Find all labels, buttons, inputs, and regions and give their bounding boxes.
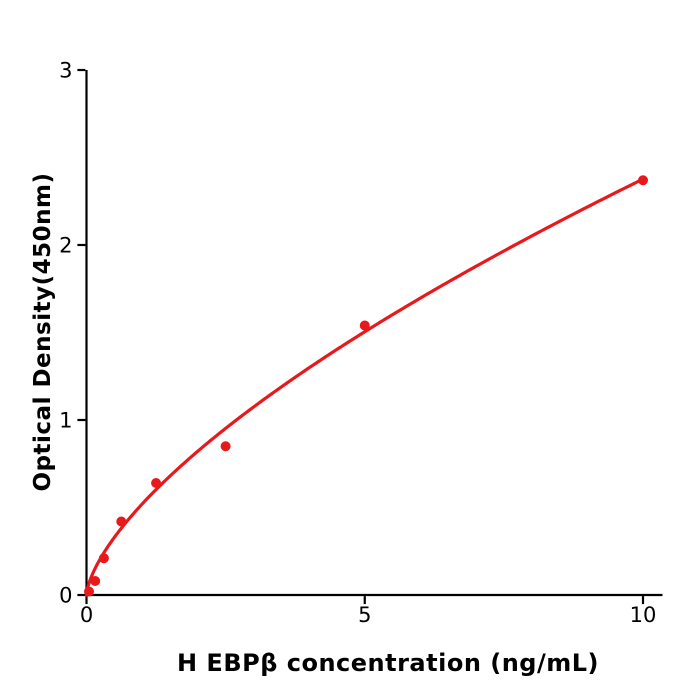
y-tick-label: 1	[59, 409, 72, 433]
data-point	[638, 175, 648, 186]
data-point	[84, 586, 95, 597]
y-axis-label: Optical Density(450nm)	[30, 172, 56, 492]
y-tick-label: 3	[59, 59, 72, 83]
data-point	[359, 320, 370, 331]
x-tick-label: 0	[80, 603, 93, 627]
data-point	[220, 441, 231, 452]
data-point	[90, 576, 101, 586]
x-axis-label: H EBPβ concentration (ng/mL)	[176, 649, 600, 677]
y-tick-label: 0	[59, 584, 72, 608]
y-tick-label: 2	[59, 234, 72, 258]
data-point	[116, 516, 127, 527]
fit-curve	[84, 177, 645, 597]
data-point	[98, 553, 109, 564]
data-point	[151, 478, 162, 488]
x-tick-label: 10	[630, 603, 657, 627]
x-tick-label: 5	[358, 603, 371, 627]
